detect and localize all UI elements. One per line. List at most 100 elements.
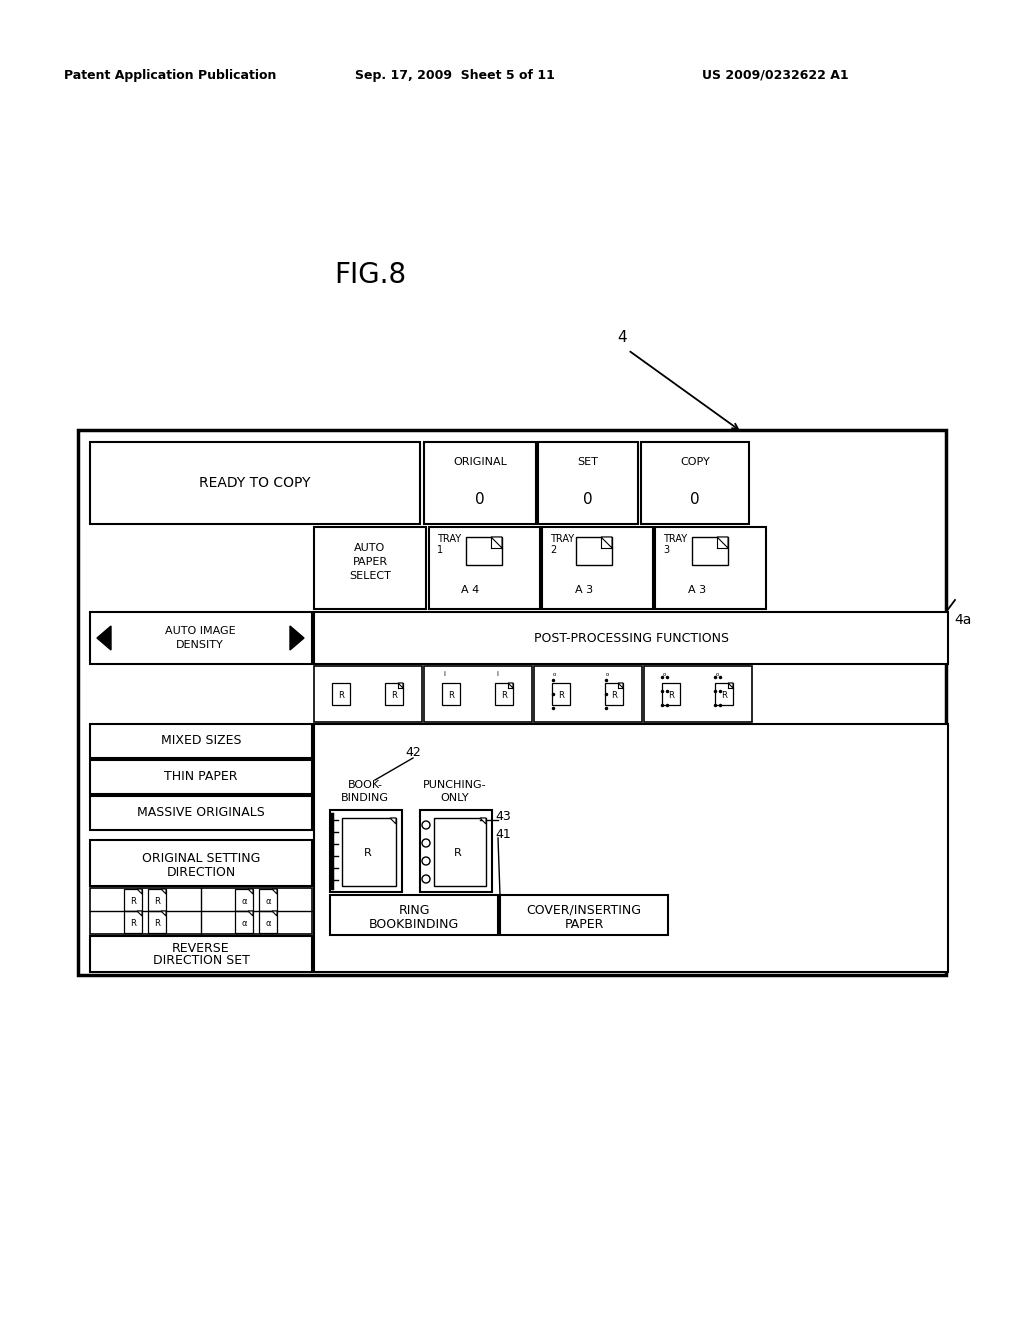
Bar — [495, 682, 513, 705]
Bar — [90, 796, 312, 830]
Bar — [234, 911, 253, 933]
Text: TRAY: TRAY — [663, 535, 687, 544]
Text: α: α — [265, 898, 270, 907]
Text: AUTO IMAGE: AUTO IMAGE — [165, 626, 236, 636]
Text: ORIGINAL: ORIGINAL — [453, 457, 507, 467]
Text: R: R — [449, 690, 454, 700]
Bar — [124, 911, 142, 933]
Polygon shape — [480, 818, 486, 824]
Bar — [314, 527, 426, 609]
Polygon shape — [272, 911, 278, 916]
Bar — [605, 682, 623, 705]
Bar — [90, 840, 312, 886]
Text: 43: 43 — [496, 809, 511, 822]
Text: R: R — [558, 690, 564, 700]
Bar — [330, 895, 498, 935]
Polygon shape — [490, 537, 502, 548]
Text: i: i — [443, 671, 445, 677]
Bar — [420, 810, 492, 892]
Polygon shape — [137, 888, 142, 894]
Bar — [500, 895, 668, 935]
Bar — [259, 911, 278, 933]
Text: α: α — [265, 920, 270, 928]
Text: i: i — [496, 671, 498, 677]
Text: BOOKBINDING: BOOKBINDING — [369, 917, 459, 931]
Bar — [90, 723, 312, 758]
Text: 3: 3 — [663, 545, 669, 554]
Polygon shape — [728, 682, 733, 688]
Bar — [332, 682, 350, 705]
Text: BINDING: BINDING — [341, 793, 389, 803]
Text: PUNCHING-: PUNCHING- — [423, 780, 486, 789]
Text: 41: 41 — [496, 828, 511, 841]
Text: R: R — [501, 690, 507, 700]
Text: 0: 0 — [690, 492, 699, 507]
Text: DIRECTION SET: DIRECTION SET — [153, 954, 250, 968]
Text: POST-PROCESSING FUNCTIONS: POST-PROCESSING FUNCTIONS — [534, 631, 728, 644]
Text: COVER/INSERTING: COVER/INSERTING — [526, 903, 641, 916]
Text: REVERSE: REVERSE — [172, 941, 229, 954]
Polygon shape — [717, 537, 728, 548]
Text: 4a: 4a — [954, 612, 972, 627]
Bar — [385, 682, 403, 705]
Text: A 4: A 4 — [461, 585, 479, 595]
Bar — [314, 612, 948, 664]
Polygon shape — [161, 888, 166, 894]
Text: BOOK-: BOOK- — [347, 780, 383, 789]
Bar — [314, 723, 948, 972]
Text: 0: 0 — [475, 492, 484, 507]
Text: COPY: COPY — [680, 457, 710, 467]
Bar — [542, 527, 653, 609]
Bar — [434, 818, 486, 886]
Text: TRAY: TRAY — [550, 535, 574, 544]
Text: R: R — [365, 847, 372, 858]
Polygon shape — [248, 888, 253, 894]
Text: MASSIVE ORIGINALS: MASSIVE ORIGINALS — [137, 807, 265, 820]
Text: 42: 42 — [406, 747, 421, 759]
Bar — [715, 682, 733, 705]
Polygon shape — [390, 818, 396, 824]
Bar — [641, 442, 749, 524]
Text: ONLY: ONLY — [440, 793, 469, 803]
Text: A 3: A 3 — [688, 585, 707, 595]
Polygon shape — [398, 682, 403, 688]
Text: R: R — [391, 690, 397, 700]
Text: Sep. 17, 2009  Sheet 5 of 11: Sep. 17, 2009 Sheet 5 of 11 — [355, 69, 555, 82]
Bar — [466, 537, 502, 565]
Polygon shape — [161, 911, 166, 916]
Bar — [692, 537, 728, 565]
Text: Patent Application Publication: Patent Application Publication — [63, 69, 276, 82]
Bar — [234, 888, 253, 911]
Text: A 3: A 3 — [574, 585, 593, 595]
Bar — [90, 936, 312, 972]
Text: FIG.8: FIG.8 — [334, 261, 407, 289]
Bar — [644, 667, 752, 722]
Bar — [534, 667, 642, 722]
Bar — [90, 760, 312, 795]
Bar — [342, 818, 396, 886]
Bar — [442, 682, 460, 705]
Text: PAPER: PAPER — [352, 557, 387, 568]
Text: THIN PAPER: THIN PAPER — [164, 771, 238, 784]
Text: 2: 2 — [550, 545, 556, 554]
Bar — [424, 667, 532, 722]
Text: o: o — [605, 672, 608, 676]
Text: α: α — [242, 898, 247, 907]
Polygon shape — [618, 682, 623, 688]
Text: DIRECTION: DIRECTION — [166, 866, 236, 879]
Text: MIXED SIZES: MIXED SIZES — [161, 734, 242, 747]
Text: PAPER: PAPER — [564, 917, 604, 931]
Circle shape — [422, 821, 430, 829]
Text: 0: 0 — [584, 492, 593, 507]
Text: R: R — [130, 920, 136, 928]
Polygon shape — [508, 682, 513, 688]
Polygon shape — [601, 537, 612, 548]
Text: DENSITY: DENSITY — [176, 640, 224, 649]
Bar — [90, 612, 312, 664]
Bar — [314, 667, 422, 722]
Text: o: o — [663, 672, 666, 676]
Bar — [90, 888, 312, 935]
Text: SELECT: SELECT — [349, 572, 391, 581]
Circle shape — [422, 857, 430, 865]
Bar — [148, 888, 166, 911]
